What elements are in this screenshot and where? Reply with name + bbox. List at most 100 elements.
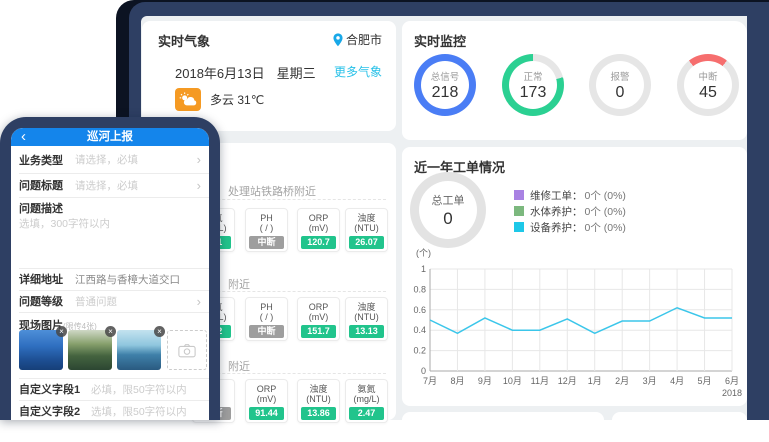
location-selector[interactable]: 合肥市 — [333, 31, 382, 48]
weather-weekday: 星期三 — [276, 66, 316, 81]
divider — [19, 197, 209, 198]
svg-text:9月: 9月 — [478, 376, 492, 386]
weather-date: 2018年6月13日 星期三 — [175, 66, 316, 81]
workorder-trend-chart: (个) 0 0.2 0.4 0.6 0.8 1 7月 8月 9月 10月 11月 12月 1月 2月 3月 4月… — [413, 248, 742, 398]
metric-card-orp: ORP (mV) 91.44 — [245, 379, 288, 423]
svg-text:10月: 10月 — [503, 376, 522, 386]
svg-text:3月: 3月 — [643, 376, 657, 386]
location-pin-icon — [333, 32, 343, 46]
metric-value-badge: 13.13 — [349, 325, 384, 338]
remove-photo-icon[interactable]: × — [154, 326, 165, 337]
weather-card: 实时气象 合肥市 2018年6月13日 星期三 更多气象 多云 31℃ — [142, 21, 396, 131]
svg-text:4月: 4月 — [670, 376, 684, 386]
workorder-card-title: 近一年工单情况 — [414, 160, 506, 175]
issue-title-row[interactable]: 问题标题 请选择，必填 › — [19, 177, 201, 193]
metric-card-orp: ORP (mV) 120.7 — [297, 208, 340, 252]
divider — [19, 290, 209, 291]
lake-railing-photo[interactable]: × — [117, 326, 165, 370]
divider — [19, 400, 209, 401]
repair-swatch — [514, 190, 524, 200]
metric-value-badge: 26.07 — [349, 236, 384, 249]
svg-text:(个): (个) — [416, 248, 431, 258]
svg-text:2月: 2月 — [615, 376, 629, 386]
custom-field-1-row[interactable]: 自定义字段1 必填，限50字符以内 — [19, 383, 187, 397]
app-title: 巡河上报 — [87, 131, 133, 143]
divider — [19, 378, 209, 379]
phone-screen: ‹ 巡河上报 业务类型 请选择，必填 › 问题标题 请选择，必填 › 问题描述 … — [11, 128, 209, 420]
divider — [162, 199, 386, 200]
svg-text:6月: 6月 — [725, 376, 739, 386]
photo-strip: × × × — [19, 326, 209, 370]
svg-text:0.8: 0.8 — [413, 284, 426, 294]
metric-card-turbidity: 浊度 (NTU) 26.07 — [345, 208, 388, 252]
legend-item: 水体养护： 0个 (0%) — [514, 203, 626, 219]
realtime-monitor-card: 实时监控 总信号 218 正常 173 报警 0 中断 45 — [402, 21, 747, 140]
alarm-ring: 报警 0 — [589, 54, 651, 116]
water-care-swatch — [514, 206, 524, 216]
metric-card-ammonia: 氨氮 (mg/L) 2.47 — [345, 379, 388, 423]
trees-reflection-photo[interactable]: × — [68, 326, 116, 370]
metric-card-ph: PH( / ) 中断 — [245, 208, 288, 252]
metric-value-badge: 13.86 — [301, 407, 336, 420]
metric-value-badge: 2.47 — [349, 407, 384, 420]
metric-value-badge: 120.7 — [301, 236, 336, 249]
svg-text:0.4: 0.4 — [413, 325, 426, 335]
divider — [162, 373, 386, 374]
divider — [19, 312, 209, 313]
svg-text:0: 0 — [421, 366, 426, 376]
business-type-row[interactable]: 业务类型 请选择，必填 › — [19, 152, 201, 167]
interrupted-ring: 中断 45 — [677, 54, 739, 116]
total-workorder-ring: 总工单 0 — [410, 172, 486, 248]
monitor-card-title: 实时监控 — [414, 34, 467, 49]
metric-card-ph: PH( / ) 中断 — [245, 297, 288, 341]
camera-icon — [178, 343, 196, 357]
workorder-card: 近一年工单情况 总工单 0 维修工单： 0个 (0%) 水体养护： 0个 (0%) 设… — [402, 147, 747, 406]
divider — [162, 291, 386, 292]
app-header: ‹ 巡河上报 — [11, 128, 209, 146]
station-name: 处理站铁路桥附近 — [228, 186, 316, 198]
device-care-swatch — [514, 222, 524, 232]
metric-value-badge: 中断 — [249, 325, 284, 338]
svg-text:7月: 7月 — [423, 376, 437, 386]
metric-card-turbidity: 浊度 (NTU) 13.86 — [297, 379, 340, 423]
more-weather-link[interactable]: 更多气象 — [333, 65, 382, 79]
svg-text:8月: 8月 — [450, 376, 464, 386]
weather-condition: 多云 31℃ — [210, 93, 265, 107]
back-button[interactable]: ‹ — [21, 128, 26, 145]
metric-value-badge: 中断 — [249, 236, 284, 249]
chevron-right-icon: › — [196, 177, 201, 193]
add-photo-button[interactable] — [167, 330, 207, 370]
svg-text:11月: 11月 — [531, 376, 549, 386]
metric-card-turbidity: 浊度 (NTU) 13.13 — [345, 297, 388, 341]
workorder-legend: 维修工单： 0个 (0%) 水体养护： 0个 (0%) 设备养护： 0个 (0%) — [514, 187, 626, 235]
bottom-right-card — [612, 412, 747, 442]
remove-photo-icon[interactable]: × — [105, 326, 116, 337]
normal-ring: 正常 173 — [502, 54, 564, 116]
divider — [19, 268, 209, 269]
phone-mockup: ‹ 巡河上报 业务类型 请选择，必填 › 问题标题 请选择，必填 › 问题描述 … — [0, 117, 220, 420]
metric-value-badge: 151.7 — [301, 325, 336, 338]
metric-value-badge: 91.44 — [249, 407, 284, 420]
site-photos-label: 现场图片(限传4张) — [19, 320, 97, 332]
river-railing-photo[interactable]: × — [19, 326, 67, 370]
svg-text:0.2: 0.2 — [413, 346, 426, 356]
svg-text:1: 1 — [421, 264, 426, 274]
custom-field-2-row[interactable]: 自定义字段2 选填，限50字符以内 — [19, 405, 187, 419]
issue-level-row[interactable]: 问题等级 普通问题 › — [19, 293, 201, 309]
svg-text:12月: 12月 — [558, 376, 577, 386]
svg-text:2018: 2018 — [722, 388, 742, 398]
remove-photo-icon[interactable]: × — [56, 326, 67, 337]
temperature: 31℃ — [237, 93, 265, 107]
total-signal-ring: 总信号 218 — [414, 54, 476, 116]
chevron-right-icon: › — [196, 293, 201, 309]
chevron-right-icon: › — [196, 152, 201, 167]
metric-card-orp: ORP (mV) 151.7 — [297, 297, 340, 341]
station-name: 附近 — [228, 361, 250, 373]
divider — [19, 173, 209, 174]
station-name: 附近 — [228, 279, 250, 291]
location-label: 合肥市 — [345, 33, 382, 47]
address-row[interactable]: 详细地址 江西路与香樟大道交口 — [19, 273, 180, 287]
svg-text:1月: 1月 — [588, 376, 602, 386]
weather-card-title: 实时气象 — [158, 34, 211, 49]
svg-text:5月: 5月 — [698, 376, 712, 386]
